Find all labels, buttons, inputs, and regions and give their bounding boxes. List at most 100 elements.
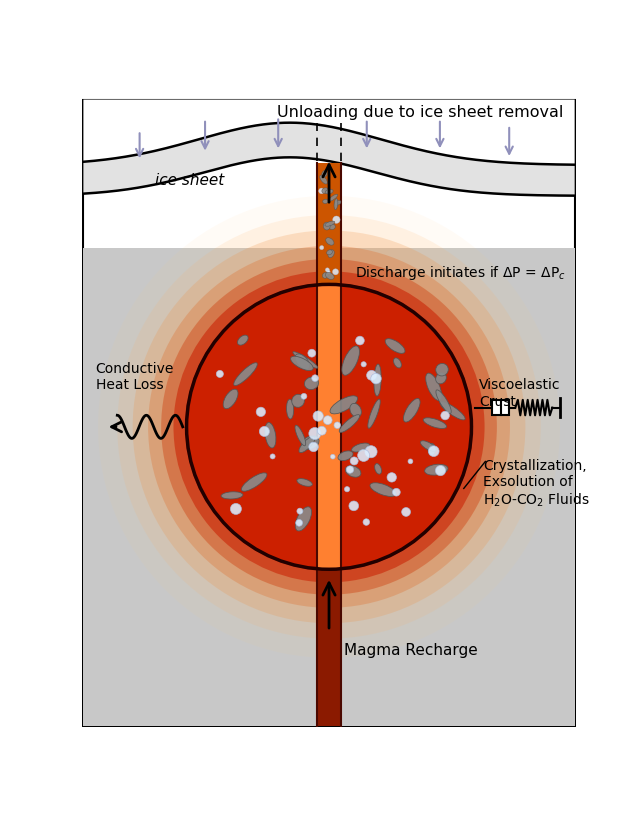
Ellipse shape [304, 377, 318, 390]
Ellipse shape [117, 215, 541, 639]
Circle shape [320, 246, 324, 250]
Ellipse shape [173, 271, 485, 583]
Ellipse shape [286, 400, 293, 419]
Circle shape [349, 501, 359, 511]
Text: Discharge initiates if ΔP = ΔP$_c$: Discharge initiates if ΔP = ΔP$_c$ [355, 264, 566, 282]
Ellipse shape [374, 364, 381, 396]
Circle shape [327, 270, 330, 274]
Ellipse shape [330, 395, 358, 414]
Ellipse shape [302, 436, 319, 449]
Circle shape [365, 445, 377, 458]
Ellipse shape [394, 358, 401, 368]
Ellipse shape [320, 176, 327, 184]
Circle shape [441, 411, 449, 420]
Circle shape [297, 508, 303, 514]
Circle shape [333, 269, 338, 275]
Ellipse shape [350, 404, 361, 417]
Circle shape [216, 370, 223, 377]
Ellipse shape [291, 395, 304, 408]
Ellipse shape [325, 238, 334, 245]
Text: Unloading due to ice sheet removal: Unloading due to ice sheet removal [277, 105, 564, 120]
Ellipse shape [295, 354, 309, 369]
Circle shape [435, 466, 446, 475]
Circle shape [324, 416, 332, 425]
Ellipse shape [221, 492, 243, 499]
Circle shape [346, 466, 354, 473]
Ellipse shape [368, 400, 380, 428]
Circle shape [367, 370, 377, 380]
Ellipse shape [375, 463, 381, 474]
Circle shape [259, 426, 270, 436]
Ellipse shape [338, 451, 353, 461]
Ellipse shape [329, 224, 335, 230]
Ellipse shape [440, 402, 465, 420]
Circle shape [387, 473, 397, 482]
Ellipse shape [421, 440, 436, 451]
Circle shape [392, 489, 400, 496]
Circle shape [333, 216, 340, 223]
Circle shape [296, 520, 302, 526]
Polygon shape [83, 123, 575, 195]
Circle shape [363, 519, 370, 525]
Circle shape [331, 454, 335, 459]
Ellipse shape [265, 422, 276, 448]
Ellipse shape [185, 283, 473, 571]
Ellipse shape [234, 363, 257, 386]
Ellipse shape [385, 339, 405, 354]
Ellipse shape [98, 196, 560, 658]
Circle shape [230, 503, 241, 515]
Circle shape [402, 507, 410, 516]
Circle shape [325, 268, 329, 272]
Ellipse shape [342, 346, 360, 375]
Circle shape [308, 349, 316, 357]
Ellipse shape [241, 473, 267, 491]
Circle shape [312, 375, 318, 382]
Ellipse shape [293, 351, 318, 368]
Circle shape [317, 426, 326, 435]
Circle shape [356, 337, 364, 345]
Circle shape [256, 407, 266, 417]
Bar [318, 163, 340, 284]
Ellipse shape [325, 272, 334, 279]
Circle shape [428, 446, 439, 457]
Ellipse shape [436, 364, 448, 376]
Ellipse shape [352, 443, 370, 452]
Ellipse shape [327, 250, 333, 255]
Ellipse shape [322, 273, 328, 279]
Text: Crystallization,
Exsolution of
H$_2$O-CO$_2$ Fluids: Crystallization, Exsolution of H$_2$O-CO… [483, 459, 589, 509]
Ellipse shape [428, 444, 435, 455]
Circle shape [361, 362, 367, 367]
Circle shape [270, 454, 275, 459]
Ellipse shape [323, 199, 328, 203]
Ellipse shape [370, 483, 396, 497]
Ellipse shape [423, 417, 447, 428]
Ellipse shape [161, 259, 497, 595]
Bar [492, 400, 509, 415]
Ellipse shape [322, 188, 329, 194]
Circle shape [408, 459, 413, 464]
Circle shape [344, 487, 350, 492]
Ellipse shape [436, 373, 446, 384]
Circle shape [371, 373, 381, 384]
Ellipse shape [424, 464, 448, 475]
Circle shape [309, 427, 321, 440]
Circle shape [301, 393, 307, 400]
Ellipse shape [334, 199, 338, 210]
Bar [83, 248, 575, 725]
Ellipse shape [223, 389, 238, 408]
Polygon shape [83, 100, 575, 165]
Text: Conductive
Heat Loss: Conductive Heat Loss [96, 362, 174, 392]
Ellipse shape [325, 221, 335, 226]
Ellipse shape [297, 479, 313, 486]
Ellipse shape [295, 507, 311, 531]
Ellipse shape [426, 373, 442, 400]
Ellipse shape [345, 466, 361, 477]
Ellipse shape [403, 399, 420, 422]
Ellipse shape [291, 356, 313, 371]
Ellipse shape [334, 200, 341, 205]
Ellipse shape [325, 190, 333, 194]
Circle shape [358, 449, 370, 462]
Text: Magma Recharge: Magma Recharge [344, 643, 478, 658]
Circle shape [313, 411, 324, 422]
Ellipse shape [238, 335, 248, 345]
